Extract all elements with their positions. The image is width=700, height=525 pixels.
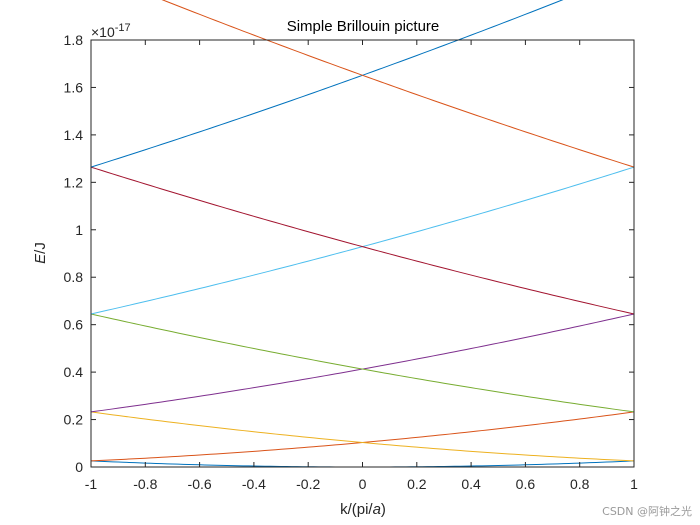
band-line-4 [90,313,635,413]
axis-ticks: -1 -0.8 -0.6 -0.4 -0.2 0 0.2 0.4 0.6 0.8 1 0 0.2 0.4 0… [64,32,639,492]
band-line-5 [90,313,635,413]
x-tick-label: 0 [359,476,367,492]
chart-title: Simple Brillouin picture [287,18,440,35]
plot-area [90,0,635,468]
x-tick-label: 0.8 [570,476,590,492]
x-tick-label: 0.4 [461,476,481,492]
y-tick-label: 1 [75,222,83,238]
band-line-7 [90,166,635,315]
x-axis-label: k/(pi/a) [340,501,386,518]
band-line-2 [90,411,635,462]
x-tick-label: -0.6 [188,476,212,492]
band-line-3 [90,411,635,462]
y-tick-label: 0.2 [64,412,84,428]
y-tick-label: 0 [75,459,83,475]
watermark: CSDN @阿钟之光 [602,505,692,518]
y-tick-label: 1.6 [64,79,84,95]
exponent-prefix: ×10 [91,24,115,40]
x-tick-label: 0.6 [516,476,536,492]
y-axis-exponent: ×10-17 [91,22,131,40]
x-tick-label: -0.8 [133,476,157,492]
band-line-9 [161,0,635,168]
x-tick-label: -0.2 [296,476,320,492]
y-tick-label: 0.8 [64,269,84,285]
x-tick-label: -1 [85,476,98,492]
band-line-6 [90,166,635,315]
y-tick-label: 1.2 [64,174,84,190]
x-tick-label: 1 [630,476,638,492]
x-tick-label: 0.2 [407,476,427,492]
y-tick-label: 1.8 [64,32,84,48]
y-tick-label: 1.4 [64,127,84,143]
y-tick-label: 0.4 [64,364,84,380]
axes-box [90,39,635,468]
x-tick-label: -0.4 [242,476,266,492]
y-tick-label: 0.6 [64,317,84,333]
exponent-power: -17 [115,22,131,34]
svg-text:×10-17: ×10-17 [91,22,131,40]
y-axis-label: E/J [32,242,49,264]
